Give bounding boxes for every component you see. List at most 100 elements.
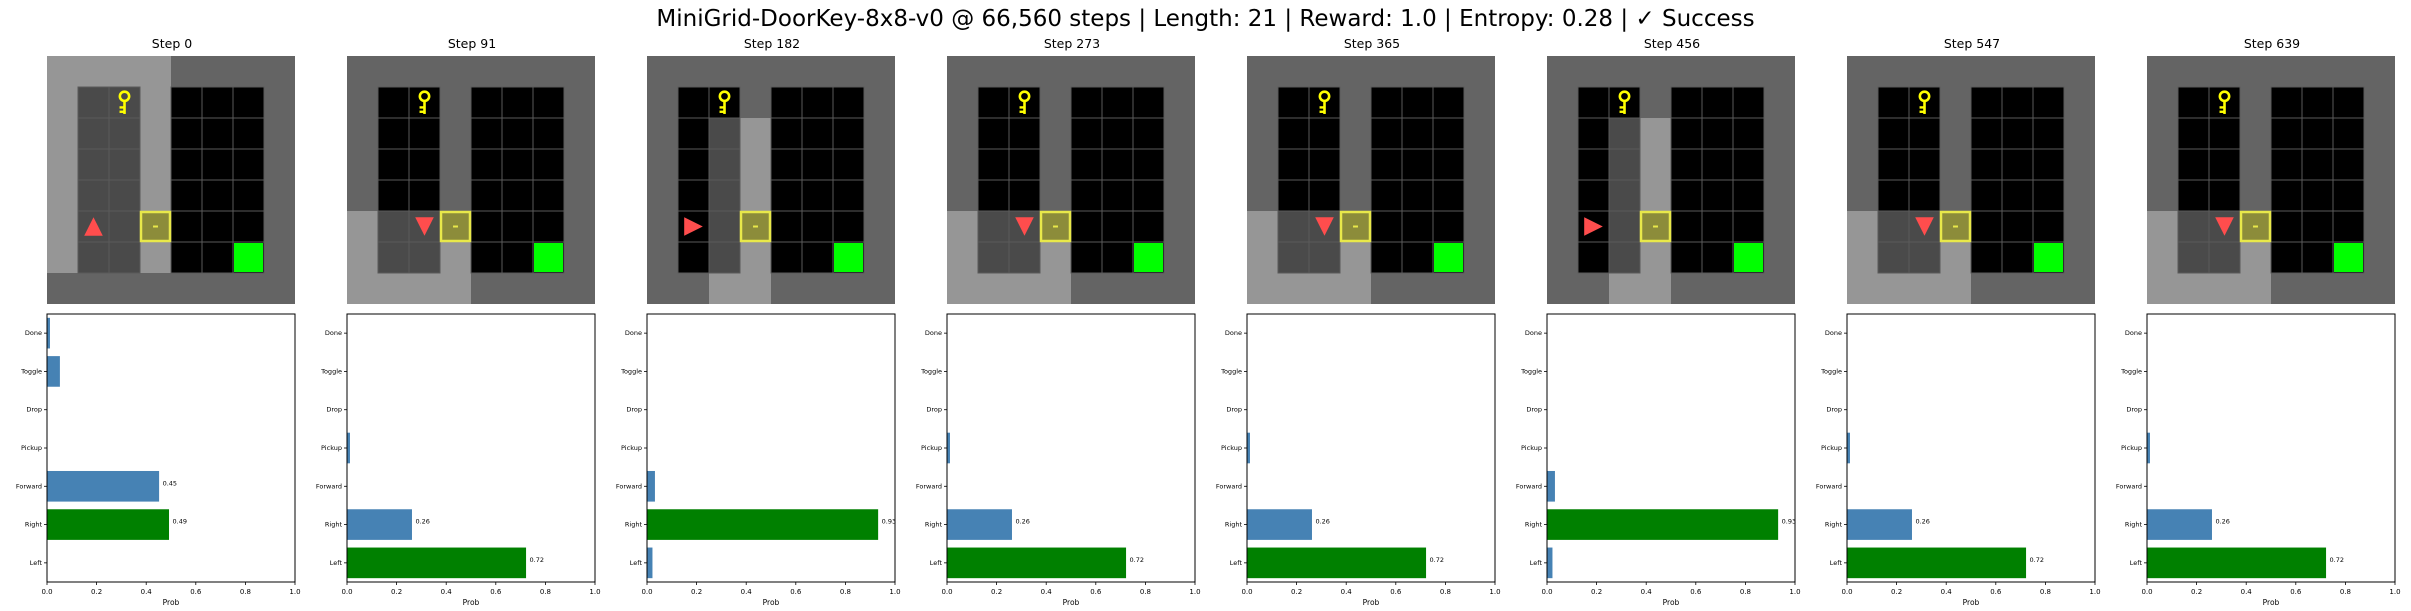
floor-cell (708, 241, 741, 274)
floor-cell (708, 179, 741, 212)
floor-cell (677, 179, 710, 212)
floor-cell (1401, 210, 1434, 243)
step-panel: Step 639 Left 0.72 Right 0.26 Forward Pickup Dr… (2116, 0, 2401, 611)
key-tooth (2219, 110, 2225, 113)
floor-cell (977, 148, 1010, 181)
floor-cell (1670, 117, 1703, 150)
bar-value-label: 0.26 (1315, 518, 1329, 526)
floor-cell (1277, 210, 1310, 243)
floor-cell (1008, 241, 1041, 274)
floor-cell (1070, 86, 1103, 119)
floor-cell (708, 210, 741, 243)
floor-cell (1370, 148, 1403, 181)
floor-cell (108, 179, 141, 212)
policy-bar-chart: Left 0.72 Right 0.26 Forward Pickup Drop Toggle… (1216, 313, 1501, 607)
floor-cell (2032, 86, 2065, 119)
y-tick-label: Pickup (2121, 444, 2142, 452)
x-tick-label: 1.0 (1489, 588, 1500, 596)
floor-cell (501, 210, 534, 243)
key-icon (418, 90, 431, 114)
floor-cell (1401, 86, 1434, 119)
floor-cell (801, 179, 834, 212)
step-panel: Step 547 Left 0.72 Right 0.26 Forward Pickup Dr… (1816, 0, 2101, 611)
key-tooth (1619, 110, 1625, 113)
bar-value-label: 0.26 (1915, 518, 1929, 526)
x-tick-label: 0.0 (2141, 588, 2152, 596)
floor-cell (1670, 86, 1703, 119)
floor-cell (1608, 241, 1641, 274)
floor-cell (1732, 86, 1765, 119)
y-tick-label: Left (330, 559, 343, 567)
x-axis-label: Prob (1663, 598, 1680, 607)
y-tick-label: Drop (1526, 406, 1542, 414)
bar-left (1847, 547, 2027, 579)
y-tick-label: Toggle (1220, 367, 1242, 375)
floor-cell (377, 210, 410, 243)
key-tooth (1319, 110, 1325, 113)
x-tick-label: 0.4 (1941, 588, 1953, 596)
floor-cell (2270, 179, 2303, 212)
floor-cell (232, 148, 265, 181)
step-title: Step 91 (447, 36, 497, 51)
x-axis-label: Prob (1963, 598, 1980, 607)
floor-cell (2301, 86, 2334, 119)
x-tick-label: 0.4 (1641, 588, 1653, 596)
x-tick-label: 0.2 (391, 588, 402, 596)
floor-cell (2177, 179, 2210, 212)
x-axis-label: Prob (163, 598, 180, 607)
bar-forward (47, 470, 160, 502)
floor-cell (1970, 210, 2003, 243)
floor-cell (1308, 117, 1341, 150)
bar-value-label: 0.26 (415, 518, 429, 526)
floor-cell (1370, 117, 1403, 150)
bar-forward (1547, 470, 1555, 502)
y-tick-label: Toggle (320, 367, 342, 375)
x-tick-label: 1.0 (1189, 588, 1200, 596)
floor-cell (1370, 210, 1403, 243)
x-tick-label: 0.8 (1140, 588, 1151, 596)
floor-cell (2332, 117, 2365, 150)
bar-left (1247, 547, 1427, 579)
floor-cell (470, 179, 503, 212)
bar-left (947, 547, 1127, 579)
x-tick-label: 0.6 (190, 588, 202, 596)
plot-area (1246, 313, 1496, 583)
x-tick-label: 0.6 (790, 588, 802, 596)
floor-cell (1132, 86, 1165, 119)
floor-cell (1101, 179, 1134, 212)
floor-cell (377, 86, 410, 119)
key-icon (1618, 90, 1631, 114)
x-tick-label: 1.0 (289, 588, 300, 596)
y-tick-label: Right (625, 521, 643, 529)
floor-cell (532, 210, 565, 243)
floor-cell (832, 117, 865, 150)
step-title: Step 365 (1343, 36, 1401, 51)
floor-cell (2301, 148, 2334, 181)
floor-cell (1970, 117, 2003, 150)
floor-cell (1701, 86, 1734, 119)
y-tick-label: Done (25, 329, 42, 337)
y-tick-label: Drop (1826, 406, 1842, 414)
plot-area (1846, 313, 2096, 583)
floor-cell (1132, 148, 1165, 181)
y-tick-label: Forward (1516, 482, 1542, 490)
floor-cell (408, 117, 441, 150)
bar-value-label: 0.72 (530, 556, 544, 564)
x-tick-label: 0.8 (2340, 588, 2351, 596)
floor-cell (2332, 210, 2365, 243)
floor-cell (501, 117, 534, 150)
floor-cell (1877, 148, 1910, 181)
floor-cell (2032, 148, 2065, 181)
floor-cell (1732, 210, 1765, 243)
bar-right (1247, 509, 1312, 540)
agent-triangle (1915, 217, 1934, 236)
x-tick-label: 0.6 (490, 588, 502, 596)
floor-cell (201, 117, 234, 150)
y-tick-label: Forward (1216, 482, 1242, 490)
y-tick-label: Done (325, 329, 342, 337)
floor-cell (1908, 117, 1941, 150)
y-tick-label: Right (1225, 521, 1243, 529)
y-tick-label: Drop (1226, 406, 1242, 414)
floor-cell (977, 117, 1010, 150)
floor-cell (1370, 241, 1403, 274)
